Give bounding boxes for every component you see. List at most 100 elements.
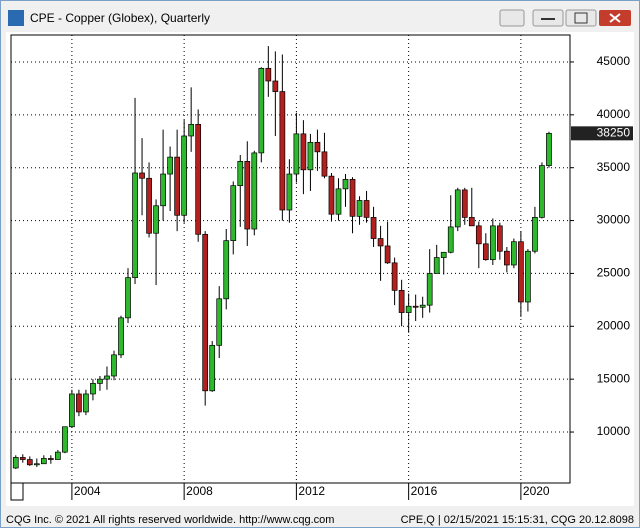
scroll-handle[interactable]: [10, 482, 24, 501]
candle-body: [279, 91, 286, 211]
x-tick-label: 2020: [523, 484, 550, 498]
y-tick-label: 10000: [597, 424, 631, 438]
candle-body: [447, 226, 454, 253]
y-tick-label: 30000: [597, 213, 631, 227]
x-tick-label: 2004: [74, 484, 101, 498]
y-tick-label: 25000: [597, 266, 631, 280]
candle-body: [265, 67, 272, 82]
candle-body: [40, 458, 47, 465]
candle-body: [398, 290, 405, 313]
candle-body: [125, 277, 131, 319]
x-tick-label: 2008: [186, 484, 213, 498]
candle-body: [76, 393, 82, 413]
candle-body: [321, 151, 328, 177]
candle-body: [195, 123, 202, 235]
close-icon: [609, 13, 621, 23]
candle-body: [258, 67, 265, 154]
candle-body: [132, 172, 138, 279]
candle-body: [539, 165, 545, 218]
candle-body: [412, 305, 419, 308]
candle-body: [33, 463, 40, 466]
candle-body: [391, 262, 398, 291]
candle-body: [237, 161, 244, 187]
candle-body: [546, 132, 552, 166]
candle-body: [139, 172, 145, 179]
candle-body: [349, 178, 356, 217]
candle-body: [532, 217, 538, 252]
candle-body: [454, 189, 461, 228]
candle-body: [216, 298, 223, 346]
window-title: CPE - Copper (Globex), Quarterly: [30, 11, 210, 25]
candle-body: [83, 393, 89, 413]
candle-body: [202, 233, 209, 392]
candle-body: [496, 225, 503, 252]
candle-body: [90, 383, 96, 395]
candle-body: [356, 200, 363, 217]
x-tick-label: 2016: [411, 484, 438, 498]
candle-body: [426, 273, 433, 306]
candle-body: [167, 156, 173, 175]
y-tick-label: 20000: [597, 318, 631, 332]
x-tick-label: 2012: [298, 484, 325, 498]
candle-body: [307, 141, 314, 171]
candle-body: [335, 188, 342, 215]
app-icon: [8, 10, 24, 26]
candle-body: [69, 393, 75, 428]
plot-area: [10, 34, 571, 484]
candle-body: [104, 375, 110, 380]
candle-body: [209, 344, 216, 392]
candle-body: [468, 217, 475, 227]
candle-body: [111, 354, 117, 377]
footer-status: CPE,Q | 02/15/2021 15:15:31, CQG 20.12.8…: [401, 514, 634, 526]
last-price-box: [571, 126, 633, 141]
candle-body: [328, 175, 335, 215]
candle-body: [384, 245, 391, 264]
candle-body: [489, 225, 496, 261]
candle-body: [475, 225, 482, 245]
candle-body: [377, 238, 384, 247]
candle-body: [511, 241, 517, 266]
candle-body: [461, 189, 468, 218]
candle-body: [405, 305, 412, 313]
candle-body: [188, 123, 195, 137]
maximize-button[interactable]: [565, 9, 597, 27]
candle-body: [47, 458, 54, 460]
candle-body: [300, 133, 307, 171]
y-tick-label: 15000: [597, 371, 631, 385]
footer-copyright: CQG Inc. © 2021 All rights reserved worl…: [6, 514, 334, 526]
candle-body: [342, 178, 349, 190]
candle-body: [518, 241, 524, 303]
candle-body: [363, 200, 370, 218]
candle-body: [160, 173, 166, 207]
candle-body: [272, 80, 279, 92]
candle-body: [230, 185, 237, 242]
candle-body: [244, 161, 251, 230]
candle-body: [146, 177, 152, 234]
candle-body: [153, 205, 159, 234]
candle-body: [12, 457, 19, 469]
candle-body: [504, 250, 510, 266]
candle-body: [293, 133, 300, 175]
candle-body: [286, 173, 293, 211]
candle-body: [26, 459, 33, 466]
candle-body: [174, 156, 180, 216]
candle-body: [118, 317, 124, 356]
candle-body: [181, 135, 187, 216]
pin-button[interactable]: [499, 9, 525, 27]
candle-body: [440, 251, 447, 258]
candle-body: [251, 152, 258, 230]
y-tick-label: 35000: [597, 160, 631, 174]
y-tick-label: 45000: [597, 54, 631, 68]
candle-body: [370, 217, 377, 239]
candle-body: [482, 243, 489, 261]
candle-body: [55, 451, 61, 460]
candle-body: [19, 457, 26, 460]
candle-body: [223, 240, 230, 300]
y-tick-label: 40000: [597, 107, 631, 121]
candle-body: [62, 426, 68, 453]
candle-body: [525, 250, 531, 303]
candle-body: [433, 257, 440, 274]
candle-body: [97, 378, 103, 384]
candle-body: [419, 304, 426, 308]
